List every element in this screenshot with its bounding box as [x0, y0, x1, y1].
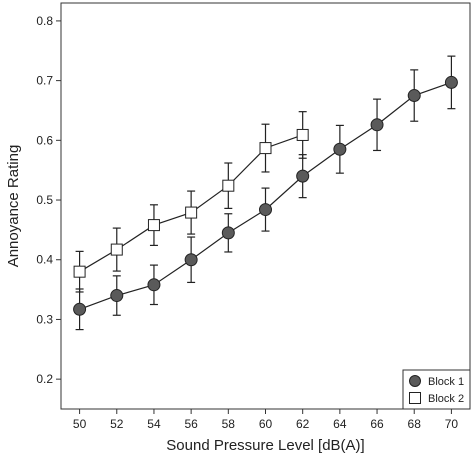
x-tick-label: 54: [147, 417, 161, 431]
series-block-1: [73, 55, 458, 331]
data-point-block-2: [185, 206, 198, 219]
x-axis: 50 52 54 56 58 60 62 64 66 68 70: [73, 409, 458, 431]
legend-label-block-2: Block 2: [428, 393, 464, 405]
data-point-block-2: [259, 142, 272, 155]
x-tick-label: 64: [333, 417, 347, 431]
x-tick-label: 52: [110, 417, 124, 431]
x-tick-label: 62: [296, 417, 310, 431]
y-tick-label: 0.2: [36, 372, 53, 386]
x-tick-label: 60: [259, 417, 273, 431]
y-tick-label: 0.7: [36, 74, 53, 88]
data-point-block-1: [370, 118, 384, 132]
data-point-block-1: [333, 142, 347, 156]
series-block-2: [73, 111, 309, 293]
y-tick-label: 0.6: [36, 133, 53, 147]
y-tick-label: 0.3: [36, 312, 53, 326]
data-point-block-1: [296, 169, 310, 183]
data-point-block-2: [73, 265, 86, 278]
data-point-block-1: [147, 278, 161, 292]
series-layer: [73, 55, 458, 331]
x-tick-label: 50: [73, 417, 87, 431]
y-axis-title: Annoyance Rating: [5, 145, 22, 268]
data-point-block-2: [222, 179, 235, 192]
y-axis: 0.2 0.3 0.4 0.5 0.6 0.7 0.8: [36, 14, 61, 386]
legend-marker-block-1: [409, 375, 421, 387]
x-tick-label: 70: [445, 417, 459, 431]
data-point-block-2: [147, 219, 160, 232]
x-axis-title: Sound Pressure Level [dB(A)]: [166, 437, 364, 454]
y-tick-label: 0.4: [36, 253, 53, 267]
y-tick-label: 0.8: [36, 14, 53, 28]
data-point-block-1: [259, 203, 272, 217]
data-point-block-2: [110, 243, 123, 256]
data-point-block-1: [221, 226, 235, 240]
legend-label-block-1: Block 1: [428, 376, 464, 388]
x-tick-label: 58: [222, 417, 236, 431]
data-point-block-1: [407, 89, 421, 103]
data-point-block-1: [110, 289, 124, 303]
data-point-block-2: [296, 128, 309, 141]
data-point-block-1: [444, 75, 458, 89]
x-tick-label: 66: [370, 417, 384, 431]
x-tick-label: 68: [408, 417, 422, 431]
legend: Block 1 Block 2: [402, 369, 471, 410]
data-point-block-1: [73, 302, 87, 316]
y-tick-label: 0.5: [36, 193, 53, 207]
x-tick-label: 56: [184, 417, 198, 431]
data-point-block-1: [184, 253, 198, 267]
legend-marker-block-2: [409, 392, 421, 404]
